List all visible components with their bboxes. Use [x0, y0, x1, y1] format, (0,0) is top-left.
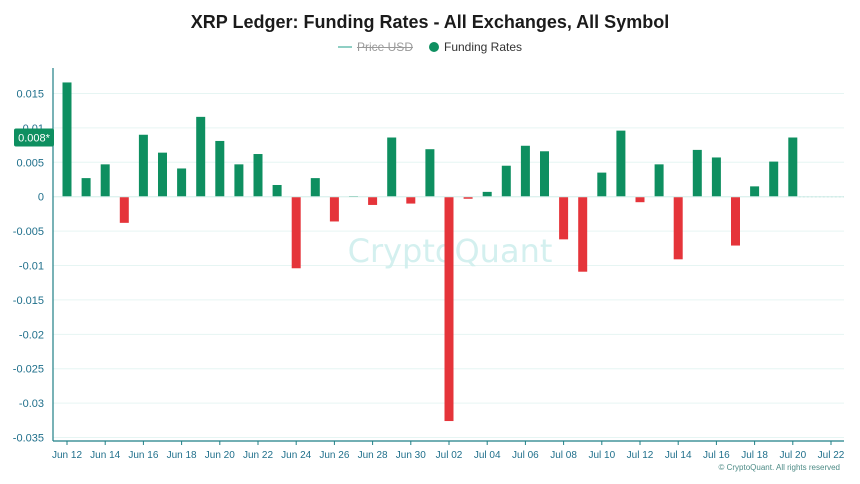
y-tick-label: -0.025	[13, 364, 44, 376]
y-tick-label: -0.03	[19, 398, 44, 410]
x-tick-label: Jul 06	[512, 450, 539, 461]
x-tick-label: Jul 16	[703, 450, 730, 461]
bar	[158, 152, 167, 197]
x-tick-label: Jul 04	[474, 450, 501, 461]
y-tick-label: -0.005	[13, 226, 44, 238]
x-tick-label: Jul 14	[665, 450, 692, 461]
x-tick-label: Jun 30	[396, 450, 426, 461]
x-tick-label: Jul 08	[550, 450, 577, 461]
bar	[597, 172, 607, 197]
bar	[769, 161, 779, 197]
bar	[215, 140, 225, 197]
bar	[406, 196, 416, 204]
bar	[616, 130, 626, 197]
x-tick-label: Jun 24	[281, 450, 311, 461]
y-tick-label: -0.015	[13, 295, 44, 307]
bar	[463, 196, 473, 199]
bar	[482, 191, 492, 197]
bar	[100, 164, 110, 197]
bar	[81, 178, 91, 197]
bar	[291, 196, 301, 269]
x-tick-label: Jul 02	[436, 450, 463, 461]
y-tick-label: -0.01	[19, 261, 44, 273]
bar	[673, 196, 683, 260]
bar	[272, 184, 282, 197]
bar	[138, 134, 148, 197]
bar	[177, 168, 187, 197]
bar	[501, 165, 511, 197]
bar	[692, 149, 702, 197]
bar	[387, 137, 397, 197]
bar	[329, 196, 339, 222]
bar	[119, 196, 129, 223]
x-tick-label: Jun 16	[128, 450, 158, 461]
bar	[788, 137, 798, 197]
bar	[62, 82, 72, 197]
x-tick-label: Jun 12	[52, 450, 82, 461]
bar	[578, 196, 588, 272]
bar	[425, 149, 435, 197]
bar	[444, 196, 454, 422]
x-tick-label: Jun 18	[167, 450, 197, 461]
copyright-footer: © CryptoQuant. All rights reserved	[718, 463, 841, 472]
bar	[635, 196, 645, 203]
bar	[234, 164, 244, 197]
legend-line-icon	[337, 46, 352, 48]
bar	[540, 151, 549, 197]
x-tick-label: Jun 26	[319, 450, 349, 461]
y-tick-label: 0.015	[16, 88, 44, 100]
y-tick-label: 0	[38, 192, 44, 204]
chart-title: XRP Ledger: Funding Rates - All Exchange…	[190, 12, 670, 32]
y-tick-label: 0.005	[16, 157, 44, 169]
bar	[196, 116, 206, 197]
current-value-label: 0.008*	[18, 133, 51, 145]
bar	[750, 186, 760, 197]
bar	[310, 178, 320, 197]
bar	[520, 145, 530, 197]
y-tick-label: -0.02	[19, 329, 44, 341]
bar	[654, 164, 664, 197]
legend-dot-icon	[428, 42, 439, 52]
bar	[711, 157, 721, 197]
legend-item-funding-rates[interactable]: Funding Rates	[428, 40, 523, 54]
x-tick-label: Jun 28	[358, 450, 388, 461]
legend-label-funding-rates: Funding Rates	[443, 40, 523, 54]
bar	[559, 196, 569, 240]
x-tick-label: Jul 20	[779, 450, 806, 461]
x-tick-label: Jun 14	[90, 450, 120, 461]
x-tick-label: Jun 20	[205, 450, 235, 461]
x-tick-label: Jun 22	[243, 450, 273, 461]
bar	[731, 196, 740, 246]
chart-legend: Price USD Funding Rates	[0, 40, 860, 54]
y-tick-label: -0.035	[13, 433, 44, 445]
x-tick-label: Jul 10	[588, 450, 615, 461]
bar	[368, 196, 378, 205]
legend-item-price[interactable]: Price USD	[337, 40, 413, 54]
current-value-tag	[14, 128, 54, 147]
legend-label-price: Price USD	[356, 40, 413, 54]
x-tick-label: Jul 18	[741, 450, 768, 461]
bar	[253, 154, 263, 197]
x-tick-label: Jul 22	[818, 450, 845, 461]
x-tick-label: Jul 12	[627, 450, 654, 461]
